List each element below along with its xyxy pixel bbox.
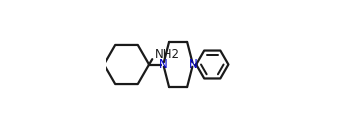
Text: N: N	[159, 58, 168, 71]
Text: NH2: NH2	[155, 48, 180, 61]
Text: N: N	[188, 58, 197, 71]
